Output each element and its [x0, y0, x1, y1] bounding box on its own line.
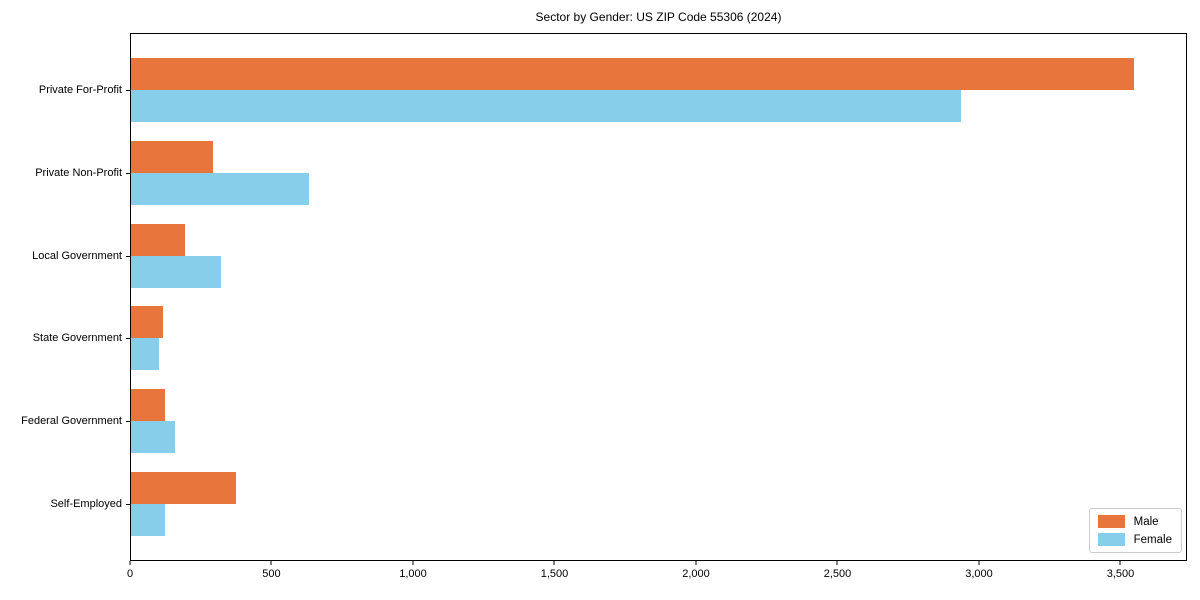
x-tick-label: 1,500 [540, 568, 569, 580]
y-tick-mark [126, 503, 130, 505]
bar-group: Private Non-Profit [35, 140, 1186, 205]
male-bar [131, 223, 185, 256]
y-tick-mark [126, 90, 130, 91]
legend-entry-male: Male [1097, 515, 1172, 528]
male-bar [131, 58, 1134, 90]
x-tick-mark [1119, 561, 1121, 565]
y-tick-label: Federal Government [21, 415, 122, 428]
legend-swatch-female [1097, 533, 1125, 546]
legend-swatch-male [1097, 515, 1125, 528]
x-tick-label: 0 [126, 568, 134, 580]
y-tick-mark [126, 255, 130, 257]
bar-group: Federal Government [21, 389, 1186, 454]
male-bar [131, 389, 165, 422]
x-tick-mark [270, 561, 272, 565]
y-tick-label: Private Non-Profit [35, 166, 122, 179]
female-bar [131, 421, 175, 454]
x-tick-label: 3,500 [1106, 568, 1135, 580]
female-bar [131, 338, 160, 371]
y-tick-mark [126, 172, 130, 174]
legend-label: Female [1133, 533, 1172, 546]
y-tick-mark [126, 338, 130, 340]
female-bar [131, 90, 962, 122]
male-bar [131, 140, 213, 173]
x-tick-label: 2,500 [823, 568, 852, 580]
y-tick-label: Private For-Profit [38, 84, 122, 96]
y-tick-label: State Government [32, 332, 122, 345]
bar-group: Private For-Profit [39, 58, 1186, 122]
x-tick-mark [129, 561, 131, 565]
x-tick-mark [978, 561, 980, 565]
plot-area: Private For-Profit Private Non-Profit Loca… [21, 33, 1187, 561]
legend-label: Male [1133, 515, 1159, 528]
bar-groups: Private For-Profit Private Non-Profit Loca… [21, 34, 1186, 560]
x-tick-mark [412, 561, 414, 565]
x-tick-mark [836, 561, 838, 565]
y-tick-mark [126, 421, 130, 423]
bar-group: Local Government [32, 223, 1186, 288]
legend: Male Female [1088, 508, 1182, 553]
legend-entry-female: Female [1097, 533, 1172, 546]
bar-group: Self-Employed [50, 471, 1186, 536]
x-tick-label: 3,000 [965, 568, 993, 580]
x-axis: 0 500 1,000 1,500 2,000 2,500 3,000 3,500 [126, 561, 1187, 591]
y-tick-label: Self-Employed [50, 497, 122, 510]
female-bar [131, 255, 222, 288]
male-bar [131, 471, 236, 504]
x-tick-mark [553, 561, 555, 565]
bar-group: State Government [33, 306, 1186, 371]
x-tick-label: 2,000 [682, 568, 710, 580]
y-tick-label: Local Government [32, 249, 122, 262]
female-bar [131, 503, 165, 536]
female-bar [131, 172, 309, 205]
x-tick-label: 500 [262, 568, 281, 580]
x-tick-mark [695, 561, 697, 565]
chart-title: Sector by Gender: US ZIP Code 55306 (202… [535, 10, 782, 24]
male-bar [131, 306, 164, 339]
x-tick-label: 1,000 [399, 568, 427, 580]
